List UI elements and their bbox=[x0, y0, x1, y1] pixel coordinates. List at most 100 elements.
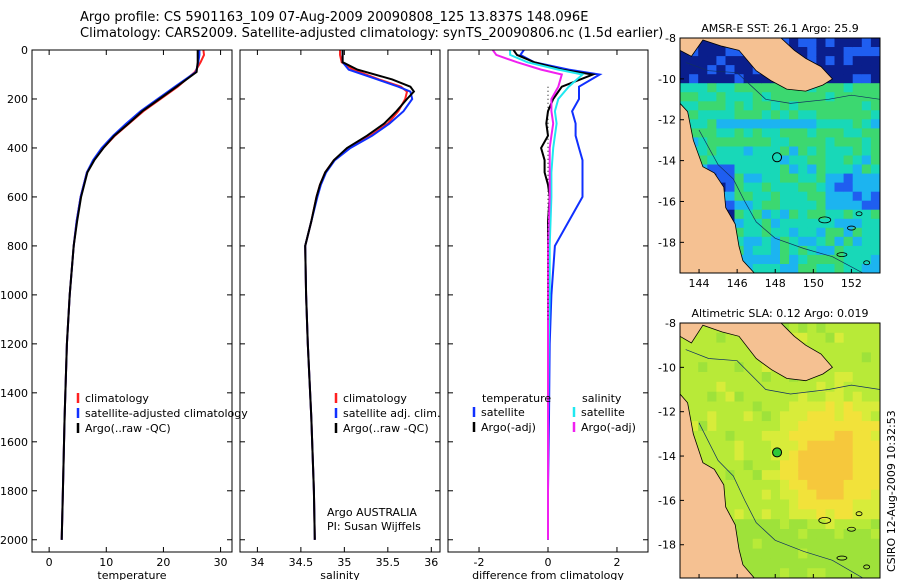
sla-grid-cell bbox=[816, 411, 827, 422]
sla-grid-cell bbox=[870, 548, 880, 559]
sla-grid-cell bbox=[843, 460, 854, 471]
sla-grid-cell bbox=[798, 538, 808, 550]
sla-grid-cell bbox=[725, 342, 736, 353]
sla-grid-cell bbox=[743, 470, 754, 481]
y-tick-label: 1000 bbox=[0, 289, 28, 302]
sla-grid-cell bbox=[743, 352, 754, 363]
sst-grid-cell bbox=[725, 200, 736, 211]
sst-grid-cell bbox=[870, 47, 880, 57]
sst-grid-cell bbox=[816, 164, 827, 175]
sla-grid-cell bbox=[716, 470, 727, 481]
sla-grid-cell bbox=[870, 323, 880, 334]
sla-grid-cell bbox=[734, 479, 745, 491]
sla-grid-cell bbox=[734, 519, 745, 530]
sst-grid-cell bbox=[770, 191, 781, 202]
x-tick-label: 0 bbox=[46, 556, 53, 569]
sla-grid-cell bbox=[725, 479, 736, 491]
sla-grid-cell bbox=[698, 362, 708, 373]
sst-grid-cell bbox=[743, 119, 754, 129]
sla-grid-cell bbox=[807, 509, 817, 520]
sst-grid-cell bbox=[789, 218, 799, 229]
sst-grid-cell bbox=[716, 65, 727, 75]
sst-grid-cell bbox=[698, 83, 708, 93]
sla-grid-cell bbox=[852, 381, 863, 393]
y-tick-label: 1800 bbox=[0, 485, 28, 498]
sla-grid-cell bbox=[870, 401, 880, 412]
sst-grid-cell bbox=[798, 200, 808, 211]
sst-grid-cell bbox=[789, 191, 799, 202]
sla-grid-cell bbox=[843, 352, 854, 363]
sst-grid-cell bbox=[852, 200, 863, 211]
sst-grid-cell bbox=[734, 137, 745, 147]
sst-grid-cell bbox=[807, 137, 817, 147]
sla-grid-cell bbox=[761, 519, 772, 530]
sla-grid-cell bbox=[816, 430, 827, 442]
sla-grid-cell bbox=[825, 342, 836, 353]
y-tick-label: 1600 bbox=[0, 436, 28, 449]
sla-grid-cell bbox=[789, 548, 799, 559]
sst-grid-cell bbox=[870, 245, 880, 256]
sst-grid-cell bbox=[834, 56, 845, 66]
sla-grid-cell bbox=[843, 362, 854, 373]
sst-grid-cell bbox=[798, 155, 808, 166]
sla-grid-cell bbox=[852, 352, 863, 363]
sla-grid-cell bbox=[743, 430, 754, 442]
sst-grid-cell bbox=[680, 65, 690, 75]
sst-grid-cell bbox=[707, 137, 717, 147]
sst-grid-cell bbox=[825, 173, 836, 184]
sla-grid-cell bbox=[789, 568, 799, 578]
sla-grid-cell bbox=[807, 519, 817, 530]
sst-grid-cell bbox=[743, 101, 754, 111]
sla-grid-cell bbox=[870, 509, 880, 520]
sla-grid-cell bbox=[725, 352, 736, 363]
sst-grid-cell bbox=[789, 137, 799, 147]
sla-grid-cell bbox=[816, 470, 827, 481]
sst-grid-cell bbox=[761, 119, 772, 129]
sla-grid-cell bbox=[816, 332, 827, 344]
sst-grid-cell bbox=[752, 155, 763, 166]
sla-grid-cell bbox=[743, 381, 754, 393]
sst-grid-cell bbox=[707, 56, 717, 66]
sst-grid-cell bbox=[789, 92, 799, 102]
sla-grid-cell bbox=[761, 411, 772, 422]
sst-grid-cell bbox=[789, 236, 799, 247]
sla-grid-cell bbox=[834, 332, 845, 344]
sst-grid-cell bbox=[789, 110, 799, 120]
sla-grid-cell bbox=[852, 362, 863, 373]
sla-grid-cell bbox=[680, 342, 690, 353]
sla-grid-cell bbox=[789, 499, 799, 510]
difference-from-climatology-series-salinity-argo-adj- bbox=[491, 50, 564, 540]
sst-grid-cell bbox=[761, 191, 772, 202]
sst-grid-cell bbox=[789, 101, 799, 111]
sst-grid-cell bbox=[870, 227, 880, 238]
sst-grid-cell bbox=[734, 119, 745, 129]
sst-grid-cell bbox=[752, 83, 763, 93]
sla-grid-cell bbox=[734, 529, 745, 540]
sst-grid-cell bbox=[734, 182, 745, 193]
sst-grid-cell bbox=[761, 155, 772, 166]
map-y-tick-label: -8 bbox=[665, 32, 676, 45]
sla-grid-cell bbox=[870, 568, 880, 578]
sla-grid-cell bbox=[870, 499, 880, 510]
sla-grid-cell bbox=[834, 499, 845, 510]
sst-grid-cell bbox=[807, 38, 817, 48]
sla-grid-cell bbox=[816, 519, 827, 530]
sst-map-frame bbox=[679, 37, 881, 274]
sla-grid-cell bbox=[816, 421, 827, 432]
sla-grid-cell bbox=[761, 509, 772, 520]
sla-grid-cell bbox=[825, 479, 836, 491]
sla-grid-cell bbox=[861, 381, 872, 393]
sla-grid-cell bbox=[707, 401, 717, 412]
map-y-tick-label: -16 bbox=[658, 494, 676, 507]
map-x-tick-label: 152 bbox=[841, 277, 862, 290]
plot-title-line2: Climatology: CARS2009. Satellite-adjuste… bbox=[80, 26, 664, 41]
map-x-tick-label: 148 bbox=[765, 277, 786, 290]
sst-grid-cell bbox=[707, 110, 717, 120]
sla-grid-cell bbox=[807, 460, 817, 471]
sst-grid-cell bbox=[761, 245, 772, 256]
sla-grid-cell bbox=[798, 440, 808, 452]
sst-grid-cell bbox=[816, 236, 827, 247]
sst-grid-cell bbox=[725, 173, 736, 184]
sla-grid-cell bbox=[734, 430, 745, 442]
sla-grid-cell bbox=[698, 401, 708, 412]
